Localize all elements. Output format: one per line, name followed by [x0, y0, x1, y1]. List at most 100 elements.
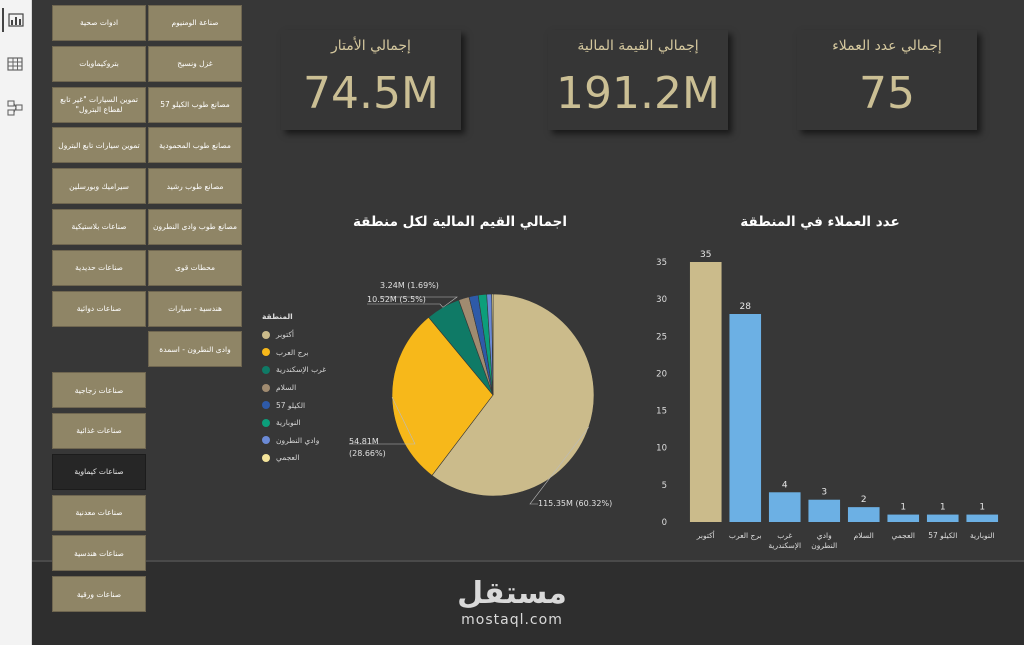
bar[interactable]	[887, 514, 920, 522]
slicer-item[interactable]: صناعات معدنية	[52, 494, 146, 531]
slicer-item[interactable]: هندسية - سيارات	[148, 290, 242, 327]
pie-legend-item[interactable]: العجمي	[262, 449, 354, 467]
bar-value-label: 1	[900, 503, 906, 513]
pie-legend-label: النوبارية	[276, 418, 301, 428]
bar[interactable]	[926, 514, 959, 522]
bar-chart-title: عدد العملاء في المنطقة	[740, 214, 900, 230]
slicer-item[interactable]: صناعات ورقية	[52, 576, 146, 613]
slicer-item[interactable]: بتروكيماويات	[52, 45, 146, 82]
legend-color-dot	[262, 401, 270, 410]
pie-leader-line	[349, 397, 416, 445]
slicer-item[interactable]: صناعات دوائية	[52, 290, 146, 327]
bar[interactable]	[689, 262, 722, 522]
kpi-total-value: إجمالي القيمة المالية 191.2M	[548, 30, 728, 130]
bar-y-tick-label: 0	[662, 518, 667, 528]
model-view-button[interactable]	[2, 96, 28, 120]
view-rail	[0, 0, 32, 645]
slicer-item[interactable]: وادى النطرون - اسمدة	[148, 331, 242, 368]
report-footer-band	[32, 560, 1024, 645]
watermark-arabic-logo: مستقل	[457, 576, 567, 611]
slicer-item[interactable]: صناعات كيماوية	[52, 453, 146, 490]
pie-leader-line	[367, 303, 444, 308]
legend-color-dot	[262, 330, 270, 339]
pie-legend-item[interactable]: السلام	[262, 379, 354, 397]
slicer-item[interactable]: صناعات حديدية	[52, 249, 146, 286]
bar-category-label: غرب	[777, 531, 792, 540]
bar-y-tick-label: 20	[656, 369, 667, 379]
bar-value-label: 28	[740, 302, 752, 312]
bar-value-label: 2	[861, 495, 867, 505]
pie-legend-label: السلام	[276, 383, 297, 393]
pie-data-label: 3.24M (1.69%)	[380, 281, 439, 290]
bar[interactable]	[847, 507, 880, 522]
pie-legend-label: العجمي	[276, 453, 300, 463]
pie-legend-title: المنطقة	[262, 312, 293, 321]
slicer-item[interactable]: سيراميك وبورسلين	[52, 168, 146, 205]
bar-category-label: برج العرب	[729, 531, 762, 540]
bar-chart-icon	[8, 13, 24, 27]
kpi-total-meters-value: 74.5M	[303, 68, 439, 119]
pie-legend-label: برج العرب	[276, 347, 309, 357]
legend-color-dot	[262, 348, 270, 357]
data-view-button[interactable]	[2, 52, 28, 76]
pie-legend-item[interactable]: غرب الإسكندرية	[262, 361, 354, 379]
slicer-item[interactable]: تموين سيارات تابع البترول	[52, 127, 146, 164]
pie-chart[interactable]: 3.24M (1.69%) 10.52M (5.5%) 54.81M (28.66%)…	[250, 240, 640, 520]
slicer-item[interactable]: صناعات زجاجية	[52, 372, 146, 409]
bar-chart[interactable]: 0 5 10 15 20 25 30 35 35 أكتوبر 28 برج العرب 4 غربالإ…	[650, 240, 1010, 560]
pie-data-label: (28.66%)	[349, 449, 386, 458]
pie-data-label: 54.81M	[349, 437, 379, 446]
bar-y-tick-label: 5	[662, 481, 667, 491]
slicer-item[interactable]: غزل ونسيج	[148, 45, 242, 82]
pie-legend-item[interactable]: أكتوبر	[262, 326, 354, 344]
pie-leader-line	[529, 427, 589, 505]
bar-category-label: أكتوبر	[696, 530, 715, 540]
bar[interactable]	[729, 314, 762, 522]
slicer-item[interactable]: صناعات هندسية	[52, 535, 146, 572]
bar-category-label: الكيلو 57	[928, 531, 957, 540]
slicer-item[interactable]: محطات قوى	[148, 249, 242, 286]
bar-value-label: 3	[821, 488, 827, 498]
bar-value-label: 1	[940, 503, 946, 513]
bar[interactable]	[808, 499, 841, 522]
bar-y-tick-label: 15	[656, 407, 667, 417]
slicer-item[interactable]: مصانع طوب رشيد	[148, 168, 242, 205]
pie-legend-label: أكتوبر	[276, 330, 295, 340]
pie-legend-label: غرب الإسكندرية	[276, 365, 327, 375]
slicer-item[interactable]: مصانع طوب الكيلو 57	[148, 86, 242, 123]
slicer-item[interactable]: صناعات بلاستيكية	[52, 209, 146, 245]
slicer-item[interactable]: مصانع طوب وادى النطرون	[148, 209, 242, 245]
slicer-item[interactable]: ادوات صحية	[52, 5, 146, 41]
pie-legend-item[interactable]: النوبارية	[262, 414, 354, 432]
pie-slice[interactable]	[491, 293, 494, 396]
bar-category-label: النطرون	[811, 541, 837, 550]
model-icon	[7, 100, 23, 116]
kpi-total-value-value: 191.2M	[556, 68, 720, 119]
legend-color-dot	[262, 436, 270, 445]
kpi-total-meters: إجمالي الأمتار 74.5M	[281, 30, 461, 130]
report-view-button[interactable]	[2, 8, 28, 32]
pie-legend-item[interactable]: برج العرب	[262, 344, 354, 362]
kpi-customer-count-title: إجمالي عدد العملاء	[832, 38, 942, 54]
bar[interactable]	[966, 514, 999, 522]
slicer-item[interactable]: مصانع طوب المحمودية	[148, 127, 242, 164]
legend-color-dot	[262, 453, 270, 462]
bar[interactable]	[768, 492, 801, 522]
kpi-customer-count-value: 75	[859, 68, 915, 119]
pie-slice[interactable]	[431, 293, 595, 497]
pie-legend-label: الكيلو 57	[276, 400, 306, 410]
pie-legend: المنطقة أكتوبر برج العرب غرب الإسكندرية الس…	[262, 312, 354, 467]
pie-legend-item[interactable]: الكيلو 57	[262, 396, 354, 414]
pie-data-label: 10.52M (5.5%)	[367, 295, 426, 304]
bar-y-tick-label: 25	[656, 332, 667, 342]
kpi-total-meters-title: إجمالي الأمتار	[331, 38, 411, 54]
pie-legend-item[interactable]: وادي النطرون	[262, 432, 354, 450]
slicer-item[interactable]: صناعة الومنيوم	[148, 5, 242, 41]
slicer-item[interactable]: تموين السيارات "غير تابع لقطاع البترول"	[52, 86, 146, 123]
bar-value-label: 1	[979, 503, 985, 513]
bar-category-label: النوبارية	[970, 531, 995, 540]
bar-value-label: 35	[700, 250, 711, 260]
legend-color-dot	[262, 418, 270, 427]
bar-category-label: العجمي	[892, 531, 915, 540]
slicer-item[interactable]: صناعات غذائية	[52, 413, 146, 449]
